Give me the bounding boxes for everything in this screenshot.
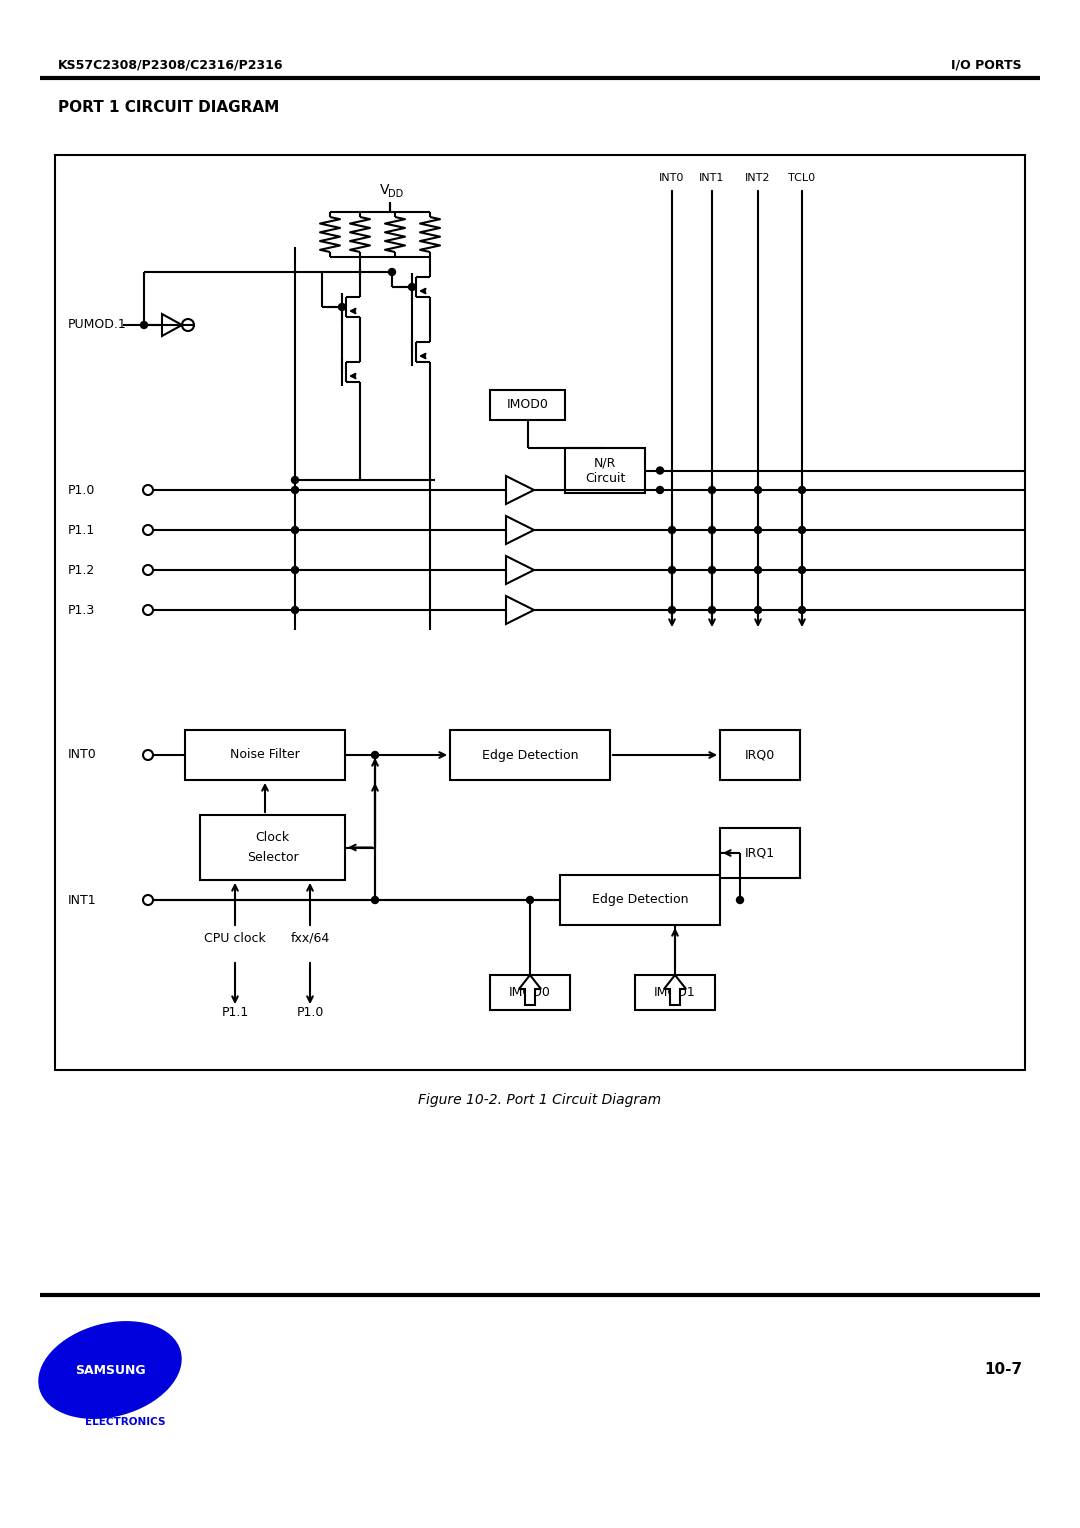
Text: fxx/64: fxx/64 (291, 932, 329, 944)
Circle shape (755, 486, 761, 494)
Circle shape (292, 527, 298, 533)
Text: IMOD0: IMOD0 (509, 986, 551, 999)
Circle shape (292, 567, 298, 573)
Circle shape (708, 486, 715, 494)
Text: IMOD1: IMOD1 (654, 986, 696, 999)
Text: P1.3: P1.3 (68, 604, 95, 616)
Bar (490, 975, 570, 1010)
Text: DD: DD (389, 189, 404, 199)
Ellipse shape (39, 1322, 181, 1418)
Text: TCL0: TCL0 (788, 173, 815, 183)
Text: N/R: N/R (594, 457, 617, 469)
Circle shape (408, 284, 416, 290)
Text: PUMOD.1: PUMOD.1 (68, 318, 126, 332)
Circle shape (798, 527, 806, 533)
Circle shape (737, 897, 743, 903)
Bar (55, 154, 1025, 1070)
Circle shape (755, 527, 761, 533)
Bar (185, 730, 345, 779)
Bar (561, 876, 720, 924)
Text: KS57C2308/P2308/C2316/P2316: KS57C2308/P2308/C2316/P2316 (58, 58, 283, 72)
Circle shape (708, 607, 715, 614)
Text: INT1: INT1 (700, 173, 725, 183)
Text: INT0: INT0 (68, 749, 97, 761)
Circle shape (755, 607, 761, 614)
Circle shape (708, 567, 715, 573)
Circle shape (669, 567, 675, 573)
Text: 10-7: 10-7 (984, 1363, 1022, 1378)
Circle shape (372, 752, 378, 758)
Text: P1.1: P1.1 (221, 1007, 248, 1019)
Text: Clock: Clock (256, 831, 289, 843)
Bar (720, 828, 800, 879)
Circle shape (669, 527, 675, 533)
Circle shape (372, 897, 378, 903)
Text: Noise Filter: Noise Filter (230, 749, 300, 761)
Bar (720, 730, 800, 779)
Text: P1.1: P1.1 (68, 524, 95, 536)
Bar (635, 975, 715, 1010)
Circle shape (338, 304, 346, 310)
Circle shape (140, 321, 148, 329)
Text: P1.0: P1.0 (296, 1007, 324, 1019)
Bar (490, 390, 565, 420)
Text: IMOD0: IMOD0 (507, 399, 549, 411)
Circle shape (292, 607, 298, 614)
Circle shape (669, 607, 675, 614)
Text: Figure 10-2. Port 1 Circuit Diagram: Figure 10-2. Port 1 Circuit Diagram (418, 1093, 662, 1106)
Text: IRQ1: IRQ1 (745, 847, 775, 859)
Circle shape (292, 486, 298, 494)
Text: Edge Detection: Edge Detection (482, 749, 578, 761)
Text: P1.0: P1.0 (68, 483, 95, 497)
Polygon shape (664, 975, 686, 1005)
Text: INT1: INT1 (68, 894, 96, 906)
Circle shape (708, 527, 715, 533)
Text: SAMSUNG: SAMSUNG (75, 1363, 146, 1377)
Text: P1.2: P1.2 (68, 564, 95, 576)
Text: PORT 1 CIRCUIT DIAGRAM: PORT 1 CIRCUIT DIAGRAM (58, 101, 280, 116)
Text: CPU clock: CPU clock (204, 932, 266, 944)
Circle shape (527, 897, 534, 903)
Bar (565, 448, 645, 494)
Circle shape (798, 607, 806, 614)
Polygon shape (519, 975, 541, 1005)
Circle shape (798, 567, 806, 573)
Text: Edge Detection: Edge Detection (592, 894, 688, 906)
Circle shape (657, 468, 663, 474)
Text: Circuit: Circuit (584, 472, 625, 484)
Circle shape (657, 486, 663, 494)
Circle shape (389, 269, 395, 275)
Bar (450, 730, 610, 779)
Bar (200, 814, 345, 880)
Text: V: V (380, 183, 390, 197)
Text: INT2: INT2 (745, 173, 771, 183)
Circle shape (292, 477, 298, 483)
Text: Selector: Selector (246, 851, 298, 863)
Text: IRQ0: IRQ0 (745, 749, 775, 761)
Text: ELECTRONICS: ELECTRONICS (84, 1416, 165, 1427)
Text: INT0: INT0 (659, 173, 685, 183)
Text: I/O PORTS: I/O PORTS (951, 58, 1022, 72)
Circle shape (798, 486, 806, 494)
Circle shape (755, 567, 761, 573)
